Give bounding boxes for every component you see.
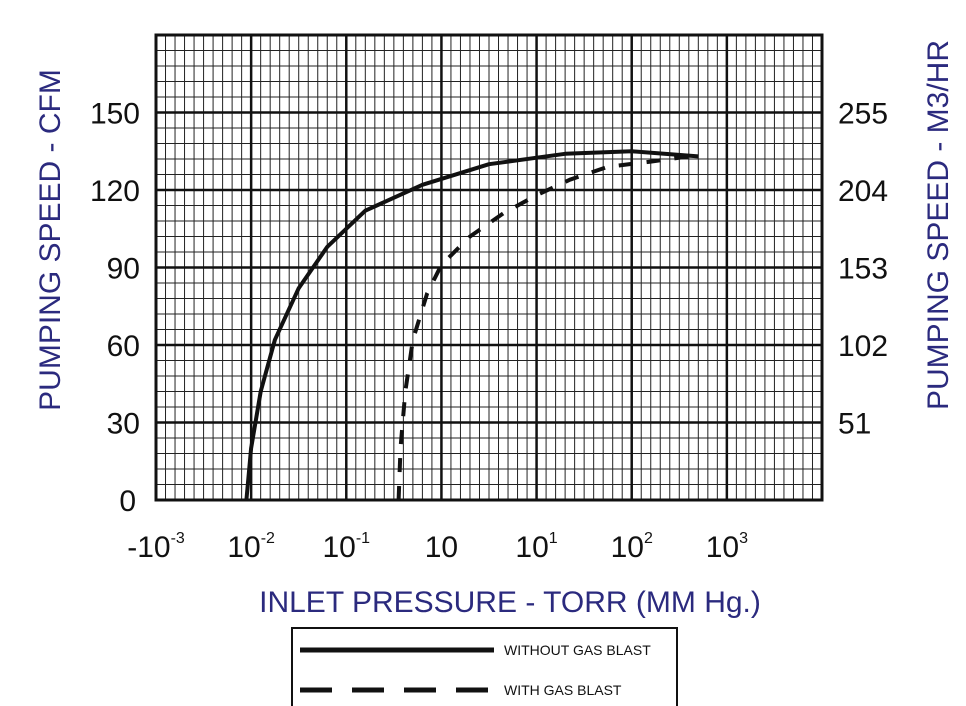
legend-box: WITHOUT GAS BLAST WITH GAS BLAST xyxy=(291,627,678,706)
x-tick-label: 10-2 xyxy=(227,530,275,564)
series-line-with-gas-blast xyxy=(396,154,690,501)
y-left-tick-label: 90 xyxy=(107,253,140,286)
y-right-tick-label: 204 xyxy=(838,175,888,208)
y-right-tick-label: 153 xyxy=(838,253,888,286)
legend-label-without-gas-blast: WITHOUT GAS BLAST xyxy=(504,642,651,658)
legend-frame xyxy=(291,627,678,706)
major-grid xyxy=(156,35,822,500)
y-left-tick-label: 60 xyxy=(107,330,140,363)
y-right-tick-label: 255 xyxy=(838,98,888,131)
series-line-without-gas-blast xyxy=(244,149,699,501)
y-right-axis-title: PUMPING SPEED - M3/HR xyxy=(922,40,955,410)
x-tick-label: 10 xyxy=(425,531,458,564)
x-tick-label: 10-1 xyxy=(322,530,370,564)
series-layer xyxy=(244,149,699,501)
y-right-tick-label: 51 xyxy=(838,408,871,441)
y-right-tick-labels: 51 102 153 204 255 xyxy=(838,98,888,441)
x-tick-label: -10-3 xyxy=(127,530,185,564)
y-left-tick-label: 0 xyxy=(119,485,136,518)
y-left-tick-label: 150 xyxy=(90,98,140,131)
y-left-tick-labels: 0 30 60 90 120 150 xyxy=(90,98,140,519)
y-left-axis-title: PUMPING SPEED - CFM xyxy=(34,69,67,411)
x-tick-labels: -10-3 10-2 10-1 10 101 102 103 xyxy=(127,530,748,564)
x-axis-title: INLET PRESSURE - TORR (MM Hg.) xyxy=(259,586,761,619)
y-right-tick-label: 102 xyxy=(838,330,888,363)
x-tick-label: 102 xyxy=(611,530,653,564)
legend-label-with-gas-blast: WITH GAS BLAST xyxy=(504,682,622,698)
y-left-tick-label: 120 xyxy=(90,175,140,208)
x-tick-label: 101 xyxy=(515,530,557,564)
plot-frame xyxy=(154,33,824,502)
x-tick-label: 103 xyxy=(706,530,748,564)
y-left-tick-label: 30 xyxy=(107,408,140,441)
